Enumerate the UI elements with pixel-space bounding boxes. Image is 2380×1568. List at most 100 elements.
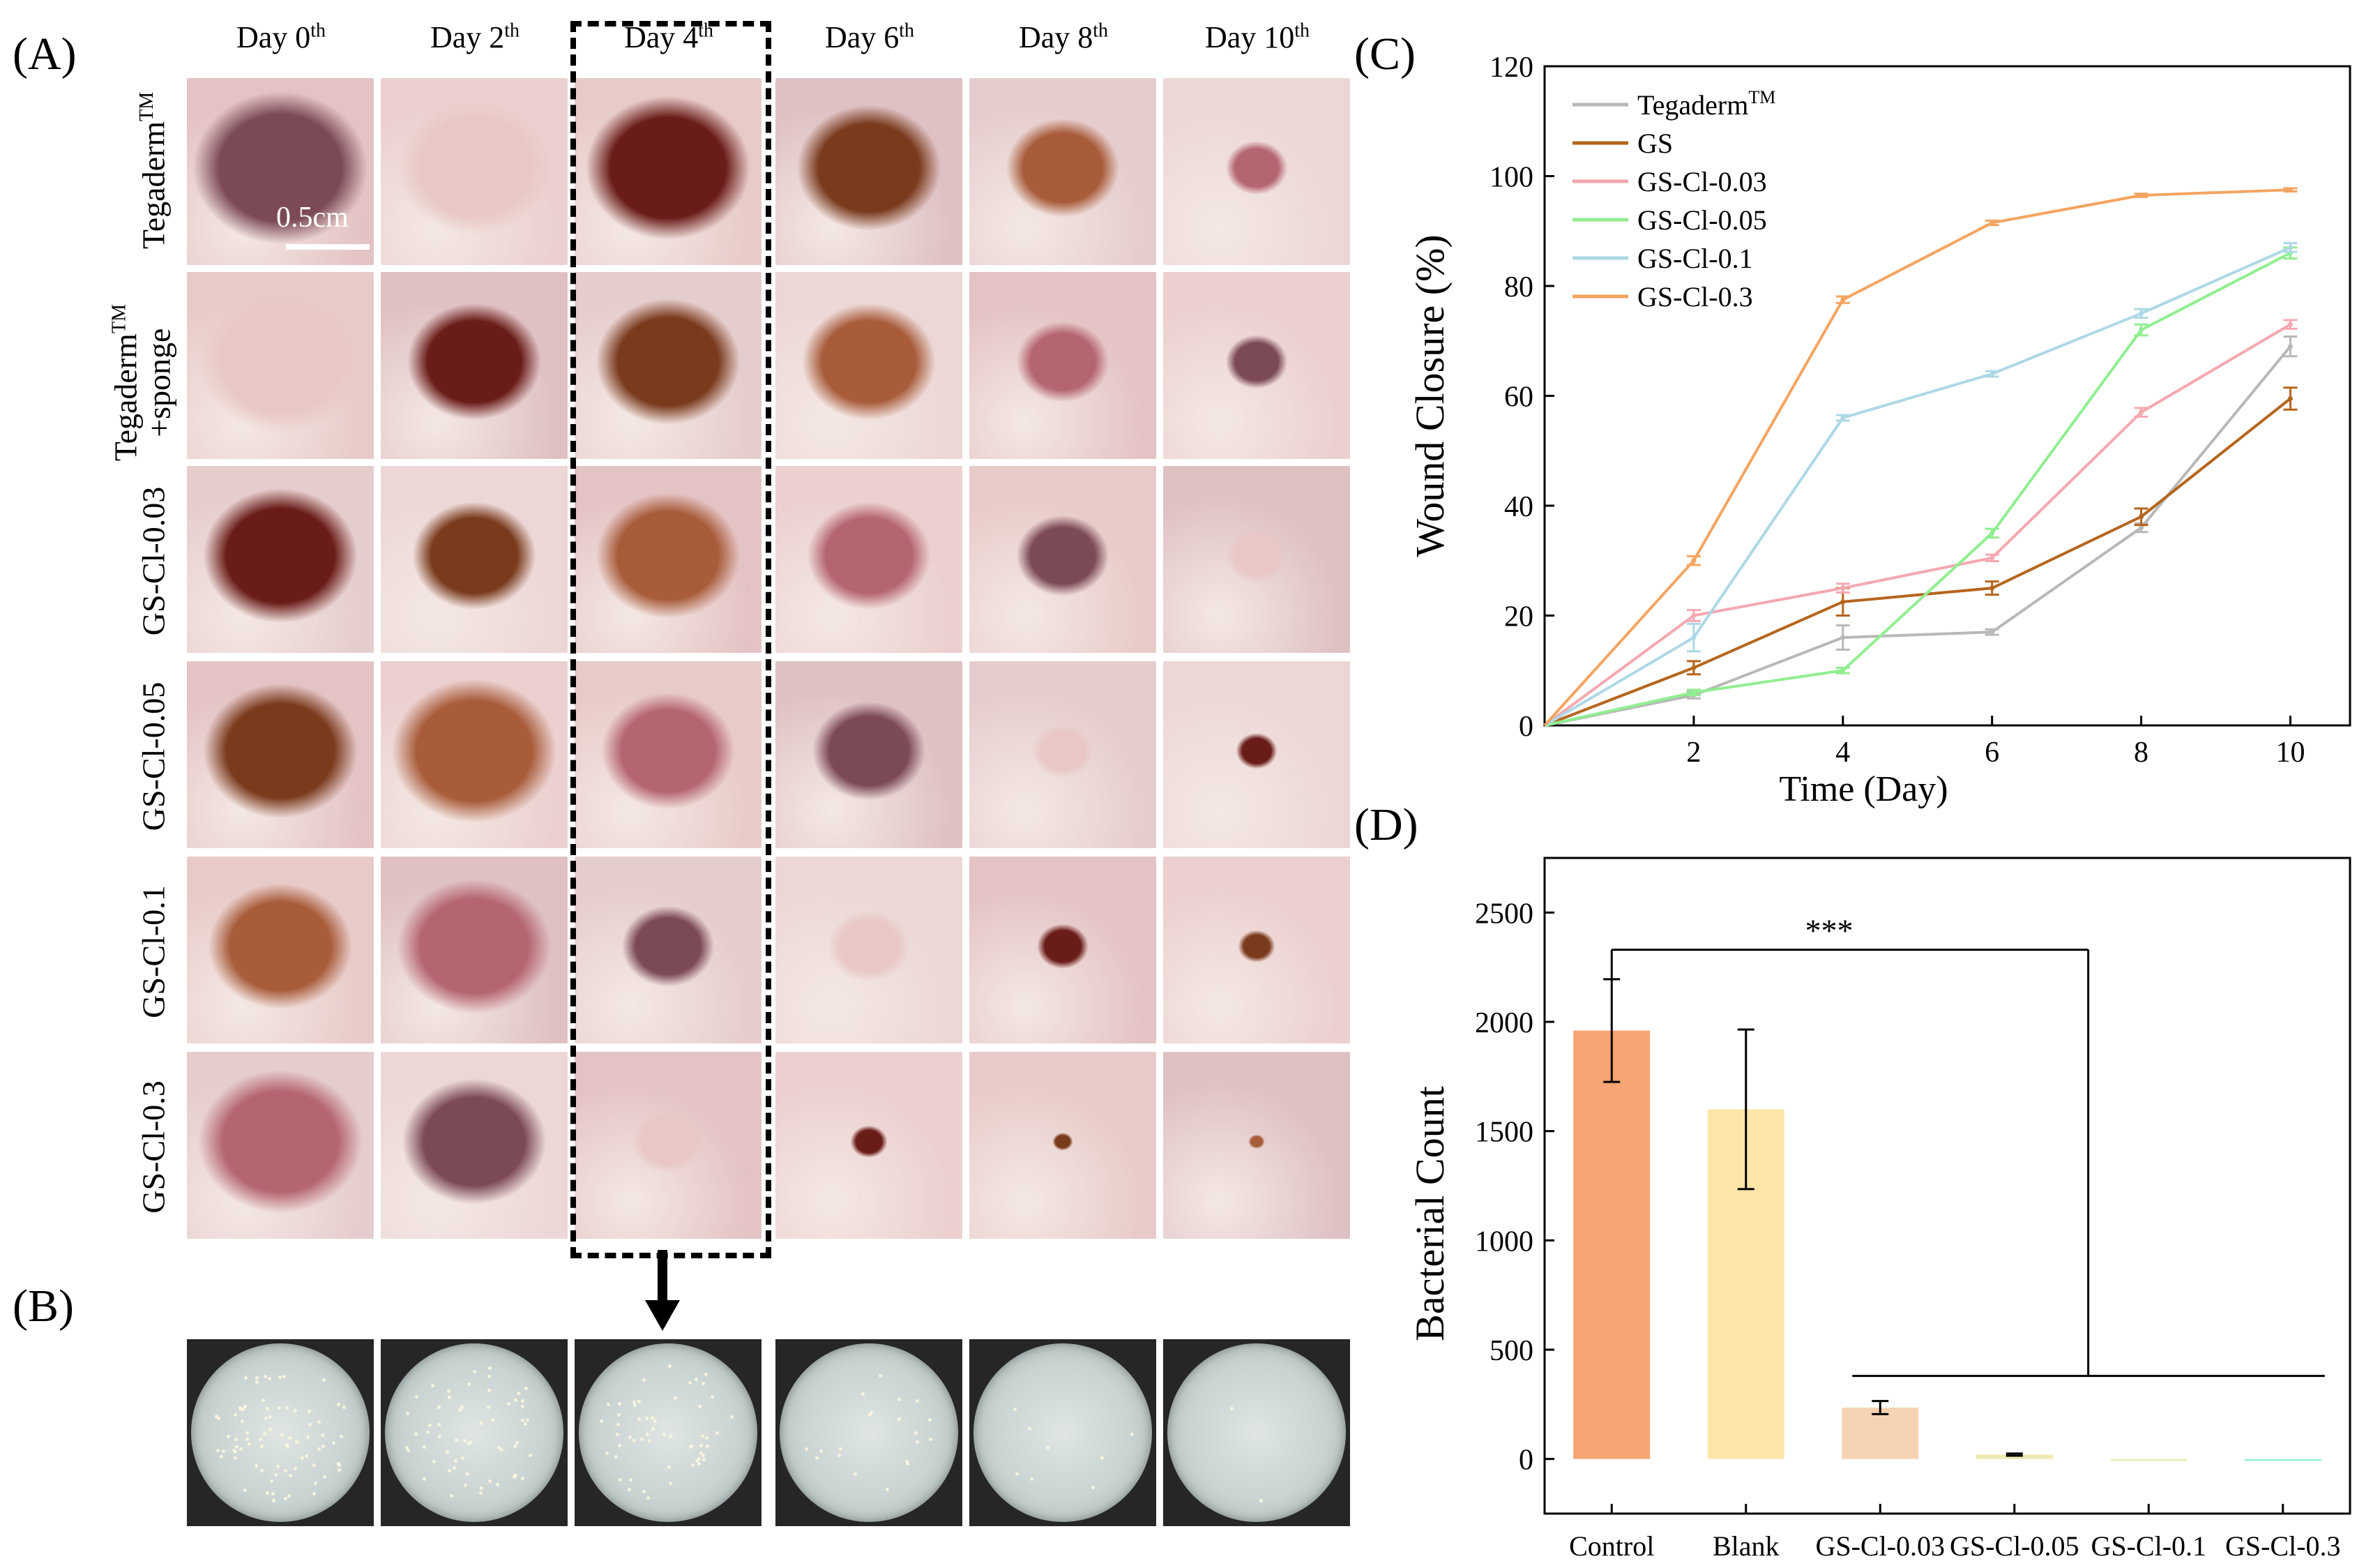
bacterial-colony <box>264 1417 268 1421</box>
bacterial-colony <box>404 1445 409 1449</box>
bacterial-colony <box>266 1406 270 1410</box>
wound-photo <box>381 78 568 265</box>
x-tick-label: Control <box>1569 1530 1654 1562</box>
bacterial-colony <box>521 1418 525 1422</box>
bacterial-colony <box>516 1391 520 1395</box>
bacterial-colony <box>255 1380 259 1385</box>
column-header-day-6: Day 6th <box>824 20 915 54</box>
bacterial-colony <box>294 1440 298 1444</box>
bacterial-colony <box>287 1436 291 1440</box>
wound-closure-chart: 0 20 40 60 80 100 120 2 4 6 8 10 Time (Day) Wound Clo… <box>1407 52 2351 809</box>
wound-photo <box>1163 857 1350 1043</box>
bacterial-colony <box>234 1445 238 1449</box>
bacterial-colony <box>521 1405 525 1409</box>
x-tick-label: GS-Cl-0.03 <box>1815 1530 1945 1562</box>
bacterial-colony <box>1091 1486 1095 1490</box>
legend-label: GS <box>1637 128 1673 159</box>
petri-dish-photo <box>1163 1339 1350 1526</box>
data-point <box>1989 585 1995 591</box>
y-tick-label: 1000 <box>1475 1226 1533 1258</box>
data-point <box>1691 613 1697 618</box>
wound-photo <box>775 1052 962 1239</box>
series-line <box>1543 188 2291 727</box>
petri-dish-photo <box>575 1339 761 1526</box>
y-tick-label: 100 <box>1490 162 1533 194</box>
bacterial-colony <box>702 1458 706 1462</box>
wound-photo <box>1163 466 1350 653</box>
panel-c-letter: (C) <box>1354 29 1416 80</box>
bacterial-colony <box>642 1489 646 1493</box>
bacterial-colony <box>479 1486 483 1490</box>
bacterial-colony <box>234 1413 238 1417</box>
bacterial-colony <box>430 1383 434 1387</box>
data-point <box>1840 635 1846 640</box>
data-point <box>2287 395 2293 401</box>
bacterial-colony <box>838 1447 842 1451</box>
bacterial-colony <box>247 1442 251 1447</box>
bacterial-colony <box>460 1405 464 1410</box>
bacterial-colony <box>314 1482 318 1486</box>
bacterial-colony <box>467 1382 471 1387</box>
bacterial-colony <box>238 1406 242 1410</box>
wound-photo <box>381 272 568 459</box>
bacterial-colony <box>445 1449 449 1454</box>
data-point <box>1691 690 1697 695</box>
bacterial-colony <box>308 1423 312 1427</box>
bacterial-colony <box>702 1453 706 1457</box>
bacterial-colony <box>644 1416 649 1420</box>
bacterial-colony <box>423 1477 427 1481</box>
bacterial-colony <box>479 1491 483 1495</box>
bacterial-colony <box>244 1376 248 1380</box>
petri-dish <box>191 1343 370 1522</box>
arrow-down-icon <box>645 1250 680 1331</box>
bacterial-colony <box>480 1422 484 1426</box>
bacterial-colony <box>524 1387 528 1391</box>
row-label-tegaderm-sponge: TegadermTM +sponge <box>107 304 177 462</box>
data-point <box>1989 629 1995 635</box>
panel-b-letter: (B) <box>13 1281 74 1332</box>
row-label-gs-cl-0-05: GS-Cl-0.05 <box>135 681 172 831</box>
bacterial-colony <box>216 1449 220 1453</box>
data-point <box>1840 585 1846 591</box>
y-tick-label: 20 <box>1504 601 1533 633</box>
bacterial-colony <box>243 1404 248 1408</box>
bacterial-colony <box>337 1461 341 1465</box>
column-header-day-0: Day 0th <box>236 20 326 54</box>
bacterial-colony <box>506 1401 510 1405</box>
bar <box>1573 1030 1651 1459</box>
data-point <box>2139 193 2144 198</box>
column-header-day-8: Day 8th <box>1018 20 1109 54</box>
bacterial-colony <box>497 1445 501 1449</box>
wound-photo <box>1163 661 1350 848</box>
wound-photo <box>575 78 761 265</box>
bacterial-colony <box>699 1452 703 1456</box>
bacterial-colony <box>268 1427 273 1431</box>
x-tick-label: 2 <box>1686 737 1701 769</box>
bacterial-colony <box>426 1431 430 1435</box>
bacterial-colony <box>266 1491 270 1495</box>
bacterial-colony <box>259 1438 263 1442</box>
bacterial-colony <box>1259 1499 1263 1503</box>
row-label-gs-cl-0-3: GS-Cl-0.3 <box>135 1080 172 1214</box>
bacterial-colony <box>688 1380 692 1385</box>
bacterial-colony <box>814 1456 819 1461</box>
series-line <box>1543 246 2291 727</box>
row-label-gs-cl-0-1: GS-Cl-0.1 <box>135 885 172 1018</box>
wound-photo <box>575 661 761 848</box>
data-point <box>1840 297 1846 303</box>
bacterial-colony <box>234 1437 238 1441</box>
bacterial-colony <box>906 1461 910 1465</box>
bacterial-colony <box>929 1438 933 1442</box>
bacterial-colony <box>262 1399 266 1403</box>
legend-label: TegadermTM <box>1637 87 1775 121</box>
petri-dish <box>1167 1343 1346 1522</box>
y-tick-label: 500 <box>1490 1335 1533 1367</box>
bacterial-colony <box>437 1422 441 1426</box>
data-point <box>1840 668 1846 673</box>
bacterial-colony <box>500 1447 504 1452</box>
bacterial-colony <box>1027 1426 1031 1431</box>
row-label-gs-cl-0-03: GS-Cl-0.03 <box>135 486 172 636</box>
bacterial-colony <box>406 1449 410 1453</box>
wound-photo <box>969 466 1156 653</box>
petri-dish-photo <box>969 1339 1156 1526</box>
